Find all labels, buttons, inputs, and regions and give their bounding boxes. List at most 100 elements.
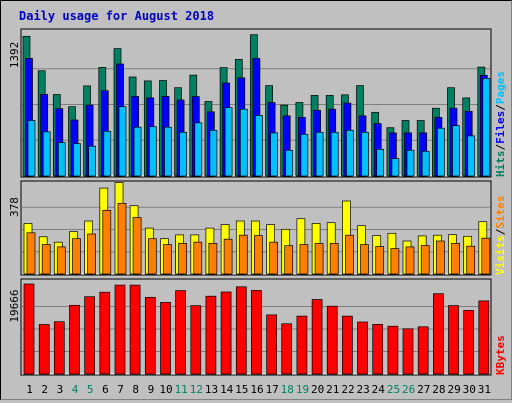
day-label-12: 12	[190, 383, 203, 396]
bar-sites-day-5	[87, 233, 96, 275]
bar-sites-day-13	[208, 243, 218, 275]
day-label-24: 24	[372, 383, 386, 396]
bar-pages-day-25	[391, 158, 400, 177]
bar-pages-day-29	[452, 125, 460, 177]
bar-pages-day-9	[148, 126, 157, 177]
bar-pages-day-6	[103, 130, 112, 177]
day-label-8: 8	[132, 383, 139, 396]
bar-pages-day-19	[300, 134, 309, 177]
day-label-18: 18	[281, 383, 294, 396]
day-label-4: 4	[72, 383, 79, 396]
bar-kbytes-day-13	[205, 295, 217, 375]
bar-sites-day-25	[390, 248, 400, 275]
day-label-29: 29	[447, 383, 460, 396]
panel-kbytes-legend: KBytes	[494, 335, 507, 375]
bar-kbytes-day-5	[84, 296, 95, 375]
day-label-20: 20	[311, 383, 324, 396]
bar-pages-day-16	[255, 115, 263, 177]
legend-pages: Pages	[494, 71, 507, 104]
bar-kbytes-day-11	[175, 290, 186, 375]
bar-kbytes-day-18	[281, 323, 293, 375]
bar-kbytes-day-10	[160, 302, 171, 375]
day-label-22: 22	[341, 383, 354, 396]
bar-kbytes-day-6	[99, 291, 111, 375]
legend-sites: Sites	[494, 196, 507, 229]
bar-sites-day-31	[481, 237, 491, 275]
day-label-9: 9	[148, 383, 155, 396]
bar-sites-day-16	[254, 235, 263, 275]
bar-sites-day-14	[223, 238, 233, 275]
bar-kbytes-day-25	[387, 325, 399, 375]
bar-sites-day-23	[360, 244, 369, 275]
bar-sites-day-26	[405, 246, 415, 275]
legend-hits: Hits	[494, 151, 507, 178]
bar-sites-day-30	[466, 245, 476, 275]
bar-sites-day-9	[147, 238, 157, 275]
panel-visits-legend: Visits/Sites	[494, 196, 507, 276]
bar-kbytes-day-4	[69, 304, 80, 375]
day-label-11: 11	[175, 383, 188, 396]
day-label-26: 26	[402, 383, 415, 396]
bar-kbytes-day-14	[220, 291, 232, 375]
bar-kbytes-day-1	[23, 283, 35, 375]
bar-sites-day-20	[314, 243, 324, 275]
bar-pages-day-26	[406, 149, 415, 177]
day-label-25: 25	[387, 383, 400, 396]
day-label-31: 31	[478, 383, 491, 396]
bar-kbytes-day-16	[251, 290, 262, 375]
bar-sites-day-22	[345, 234, 354, 275]
bar-pages-day-22	[346, 129, 354, 177]
panel-kbytes-max-label: 19666	[8, 289, 21, 322]
legend-kbytes: KBytes	[494, 335, 507, 375]
bar-pages-day-18	[285, 149, 294, 177]
day-label-23: 23	[356, 383, 369, 396]
bar-pages-day-5	[88, 145, 96, 177]
bar-sites-day-19	[299, 244, 309, 275]
bar-sites-day-28	[436, 240, 445, 275]
day-label-2: 2	[41, 383, 48, 396]
day-label-5: 5	[87, 383, 94, 396]
bar-kbytes-day-31	[478, 300, 490, 375]
legend-separator: /	[494, 144, 507, 151]
day-label-19: 19	[296, 383, 309, 396]
day-label-6: 6	[102, 383, 109, 396]
bar-sites-day-7	[117, 203, 127, 275]
bar-pages-day-1	[27, 120, 36, 177]
bar-sites-day-10	[163, 244, 172, 275]
day-label-14: 14	[220, 383, 234, 396]
bar-kbytes-day-20	[311, 299, 323, 375]
legend-separator: /	[494, 104, 507, 111]
bar-kbytes-day-23	[357, 321, 368, 375]
panel-visits-max-label: 378	[8, 197, 21, 217]
bar-kbytes-day-3	[53, 321, 65, 375]
bar-pages-day-23	[361, 131, 369, 177]
bar-sites-day-18	[284, 245, 294, 275]
bar-pages-day-24	[376, 148, 385, 177]
day-label-15: 15	[235, 383, 248, 396]
bar-kbytes-day-7	[114, 284, 126, 375]
bar-kbytes-day-24	[372, 324, 384, 375]
panel-hits-max-label: 1392	[8, 42, 21, 69]
day-label-10: 10	[159, 383, 172, 396]
day-label-13: 13	[205, 383, 218, 396]
bar-pages-day-2	[42, 131, 51, 177]
bar-sites-day-6	[102, 210, 112, 275]
bar-pages-day-12	[194, 122, 203, 177]
bar-kbytes-day-27	[417, 326, 429, 375]
bar-pages-day-20	[315, 131, 324, 177]
day-label-28: 28	[432, 383, 445, 396]
bar-kbytes-day-30	[463, 310, 475, 375]
bar-sites-day-17	[269, 241, 278, 275]
bar-sites-day-24	[375, 246, 385, 275]
legend-files: Files	[494, 111, 507, 144]
bar-sites-day-8	[132, 217, 142, 275]
legend-separator: /	[494, 228, 507, 235]
bar-sites-day-11	[178, 243, 187, 275]
bar-pages-day-14	[224, 107, 233, 177]
bar-sites-day-1	[26, 232, 36, 275]
bar-kbytes-day-28	[433, 293, 444, 375]
bar-pages-day-21	[330, 131, 339, 177]
bar-kbytes-day-8	[129, 284, 141, 375]
